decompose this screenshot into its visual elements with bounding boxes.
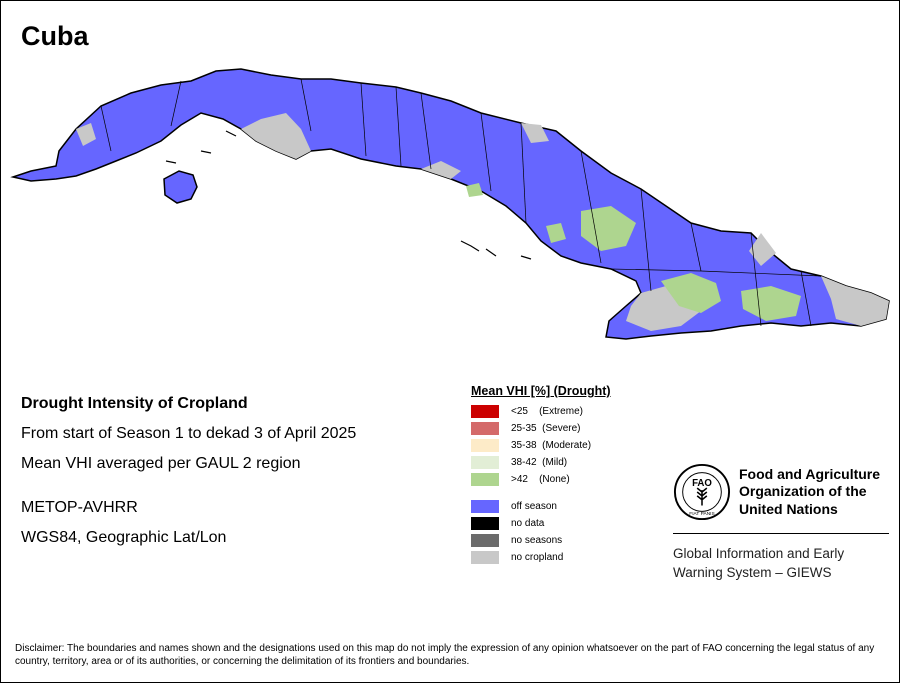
legend-label: <25 (Extreme) — [511, 406, 583, 417]
fao-name-line: Food and Agriculture — [739, 465, 881, 482]
admin-boundaries — [100, 78, 822, 327]
legend-item: no data — [471, 515, 611, 532]
islets — [165, 130, 532, 260]
legend-label: no data — [511, 518, 545, 529]
legend-item: 25-35 (Severe) — [471, 420, 611, 437]
info-projection: WGS84, Geographic Lat/Lon — [21, 529, 227, 546]
legend-label: no cropland — [511, 552, 564, 563]
legend-label: 25-35 (Severe) — [511, 423, 581, 434]
legend-label: no seasons — [511, 535, 563, 546]
legend-item: 38-42 (Mild) — [471, 454, 611, 471]
legend-label: >42 (None) — [511, 474, 570, 485]
legend-item: 35-38 (Moderate) — [471, 437, 611, 454]
legend-label: 35-38 (Moderate) — [511, 440, 592, 451]
legend-item: >42 (None) — [471, 471, 611, 488]
info-period: From start of Season 1 to dekad 3 of Apr… — [21, 425, 357, 442]
map-info: Drought Intensity of Cropland From start… — [21, 389, 356, 553]
disclaimer: Disclaimer: The boundaries and names sho… — [15, 643, 875, 667]
isla-de-la-juventud-shape — [163, 170, 198, 204]
fao-logo-motto: FIAT PANIS — [689, 511, 715, 517]
info-method: Mean VHI averaged per GAUL 2 region — [21, 455, 301, 472]
map-legend: Mean VHI [%] (Drought) <25 (Extreme) 25-… — [471, 384, 611, 566]
fao-logo-text: FAO — [692, 478, 712, 489]
cuba-map — [10, 68, 890, 340]
info-sensor: METOP-AVHRR — [21, 499, 138, 516]
fao-name: Food and Agriculture Organization of the… — [739, 466, 880, 519]
giews-line: Warning System – GIEWS — [673, 565, 832, 580]
no-cropland-areas — [76, 113, 889, 331]
fao-name-line: Organization of the — [739, 483, 867, 500]
fao-name-line: United Nations — [739, 500, 838, 517]
map-title: Cuba — [21, 21, 89, 51]
fao-logo-icon: FAO FIAT PANIS — [673, 463, 731, 521]
no-drought-areas — [466, 183, 801, 321]
legend-label: off season — [511, 501, 557, 512]
legend-item: no cropland — [471, 549, 611, 566]
legend-swatch-severe — [471, 422, 499, 435]
divider — [673, 533, 889, 534]
legend-title: Mean VHI [%] (Drought) — [471, 384, 611, 398]
legend-item: <25 (Extreme) — [471, 403, 611, 420]
legend-swatch-moderate — [471, 439, 499, 452]
giews-line: Global Information and Early — [673, 546, 845, 561]
info-product: Drought Intensity of Cropland — [21, 395, 248, 412]
legend-swatch-none — [471, 473, 499, 486]
legend-swatch-mild — [471, 456, 499, 469]
legend-swatch-extreme — [471, 405, 499, 418]
legend-item: no seasons — [471, 532, 611, 549]
legend-item: off season — [471, 498, 611, 515]
legend-swatch-no-seasons — [471, 534, 499, 547]
fao-branding: FAO FIAT PANIS Food and Agriculture Orga… — [673, 463, 889, 582]
legend-label: 38-42 (Mild) — [511, 457, 568, 468]
legend-swatch-no-data — [471, 517, 499, 530]
legend-swatch-off-season — [471, 500, 499, 513]
giews-name: Global Information and Early Warning Sys… — [673, 544, 889, 582]
legend-swatch-no-cropland — [471, 551, 499, 564]
